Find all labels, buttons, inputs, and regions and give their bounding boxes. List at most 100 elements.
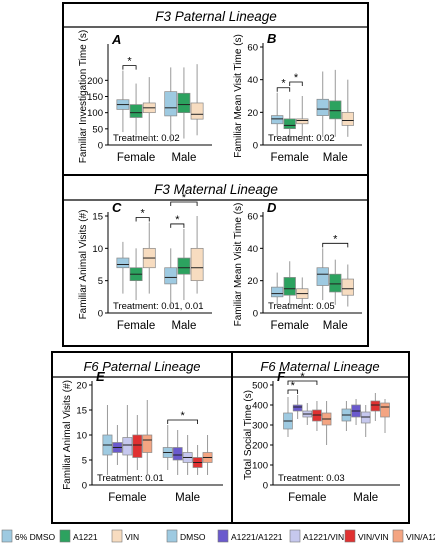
y-tick-label: 150 bbox=[87, 92, 103, 103]
treatment-annotation: Treatment: 0.03 bbox=[278, 473, 345, 484]
box bbox=[329, 273, 342, 293]
significance-bracket bbox=[287, 380, 318, 385]
significance-star: * bbox=[175, 214, 180, 226]
box bbox=[116, 257, 130, 269]
significance-star: * bbox=[182, 192, 187, 204]
box bbox=[172, 447, 183, 461]
y-tick-label: 300 bbox=[252, 421, 268, 432]
significance-bracket bbox=[170, 201, 198, 206]
section-title-f6-maternal: F6 Maternal Lineage bbox=[260, 359, 379, 374]
y-tick-label: 50 bbox=[92, 124, 103, 135]
y-tick-label: 400 bbox=[252, 401, 268, 412]
box bbox=[129, 104, 143, 118]
x-tick-label: Female bbox=[108, 492, 146, 504]
significance-star: * bbox=[127, 56, 132, 68]
significance-bracket bbox=[289, 81, 303, 86]
significance-star: * bbox=[333, 233, 338, 245]
y-tick-label: 200 bbox=[252, 441, 268, 452]
legend-label: A1221/VIN bbox=[303, 532, 344, 542]
treatment-annotation: Treatment: 0.05 bbox=[268, 301, 335, 312]
box bbox=[316, 98, 329, 116]
x-tick-label: Female bbox=[288, 492, 326, 504]
significance-star: * bbox=[294, 72, 299, 84]
box bbox=[190, 247, 204, 282]
panel-label: D bbox=[267, 200, 277, 215]
section-title-f3-paternal: F3 Paternal Lineage bbox=[155, 9, 277, 24]
box bbox=[190, 102, 204, 120]
f3-maternal-frame bbox=[62, 174, 369, 347]
legend: 6% DMSO A1221 VIN DMSO A1221/A1221 A1221/VIN V… bbox=[1, 529, 435, 543]
legend-label: VIN/VIN bbox=[358, 532, 389, 542]
panel-label: C bbox=[112, 200, 122, 215]
y-tick-label: 100 bbox=[87, 108, 103, 119]
significance-star: * bbox=[291, 380, 296, 392]
x-tick-label: Female bbox=[271, 152, 309, 164]
box bbox=[329, 100, 342, 120]
box bbox=[341, 278, 354, 296]
significance-bracket bbox=[276, 87, 291, 92]
significance-bracket bbox=[170, 223, 185, 228]
box bbox=[164, 91, 178, 117]
y-tick-label: 40 bbox=[247, 244, 258, 255]
box bbox=[283, 277, 296, 296]
y-tick-label: 15 bbox=[92, 212, 103, 223]
treatment-annotation: Treatment: 0.01 bbox=[97, 473, 164, 484]
significance-bracket bbox=[322, 242, 349, 248]
box bbox=[122, 437, 133, 456]
legend-swatch bbox=[59, 529, 71, 543]
y-tick-label: 0 bbox=[98, 141, 103, 152]
significance-bracket bbox=[122, 65, 137, 70]
box bbox=[271, 115, 284, 125]
panel-label: E bbox=[96, 369, 105, 384]
y-tick-label: 200 bbox=[87, 76, 103, 87]
treatment-annotation: Treatment: 0.02 bbox=[268, 133, 335, 144]
y-tick-label: 5 bbox=[98, 276, 103, 287]
panel-label: B bbox=[267, 31, 276, 46]
box bbox=[142, 434, 153, 453]
section-title-f3-maternal: F3 Maternal Lineage bbox=[154, 182, 278, 197]
box bbox=[283, 118, 296, 130]
legend-label: A1221 bbox=[73, 532, 98, 542]
y-tick-label: 20 bbox=[247, 276, 258, 287]
y-tick-label: 0 bbox=[253, 141, 258, 152]
box bbox=[296, 118, 309, 125]
x-tick-label: Male bbox=[175, 492, 200, 504]
y-axis-label: Familiar Mean Visit Time (s) bbox=[233, 203, 244, 327]
y-tick-label: 20 bbox=[76, 381, 87, 392]
box bbox=[271, 286, 284, 298]
y-tick-label: 20 bbox=[247, 108, 258, 119]
y-tick-label: 100 bbox=[252, 461, 268, 472]
y-tick-label: 15 bbox=[76, 406, 87, 417]
significance-bracket bbox=[167, 419, 198, 424]
legend-swatch bbox=[344, 529, 356, 543]
x-tick-label: Female bbox=[117, 320, 155, 332]
y-tick-label: 0 bbox=[263, 481, 268, 492]
x-tick-label: Female bbox=[271, 320, 309, 332]
box bbox=[177, 257, 191, 275]
legend-swatch bbox=[289, 529, 301, 543]
legend-label: VIN bbox=[125, 532, 139, 542]
panel-label: A bbox=[111, 32, 121, 47]
legend-label: A1221/A1221 bbox=[231, 532, 283, 542]
panel-label: F bbox=[277, 369, 286, 384]
y-tick-label: 60 bbox=[247, 43, 258, 54]
box bbox=[292, 404, 303, 412]
y-tick-label: 0 bbox=[253, 309, 258, 320]
y-tick-label: 5 bbox=[82, 456, 87, 467]
y-axis-label: Familiar Animal Visits (#) bbox=[78, 210, 89, 320]
y-tick-label: 0 bbox=[82, 481, 87, 492]
x-tick-label: Male bbox=[323, 152, 348, 164]
box bbox=[380, 402, 390, 418]
x-tick-label: Male bbox=[171, 320, 196, 332]
significance-star: * bbox=[181, 410, 186, 422]
x-tick-label: Female bbox=[117, 152, 155, 164]
y-tick-label: 60 bbox=[247, 212, 258, 223]
box bbox=[341, 111, 354, 126]
legend-label: DMSO bbox=[180, 532, 206, 542]
